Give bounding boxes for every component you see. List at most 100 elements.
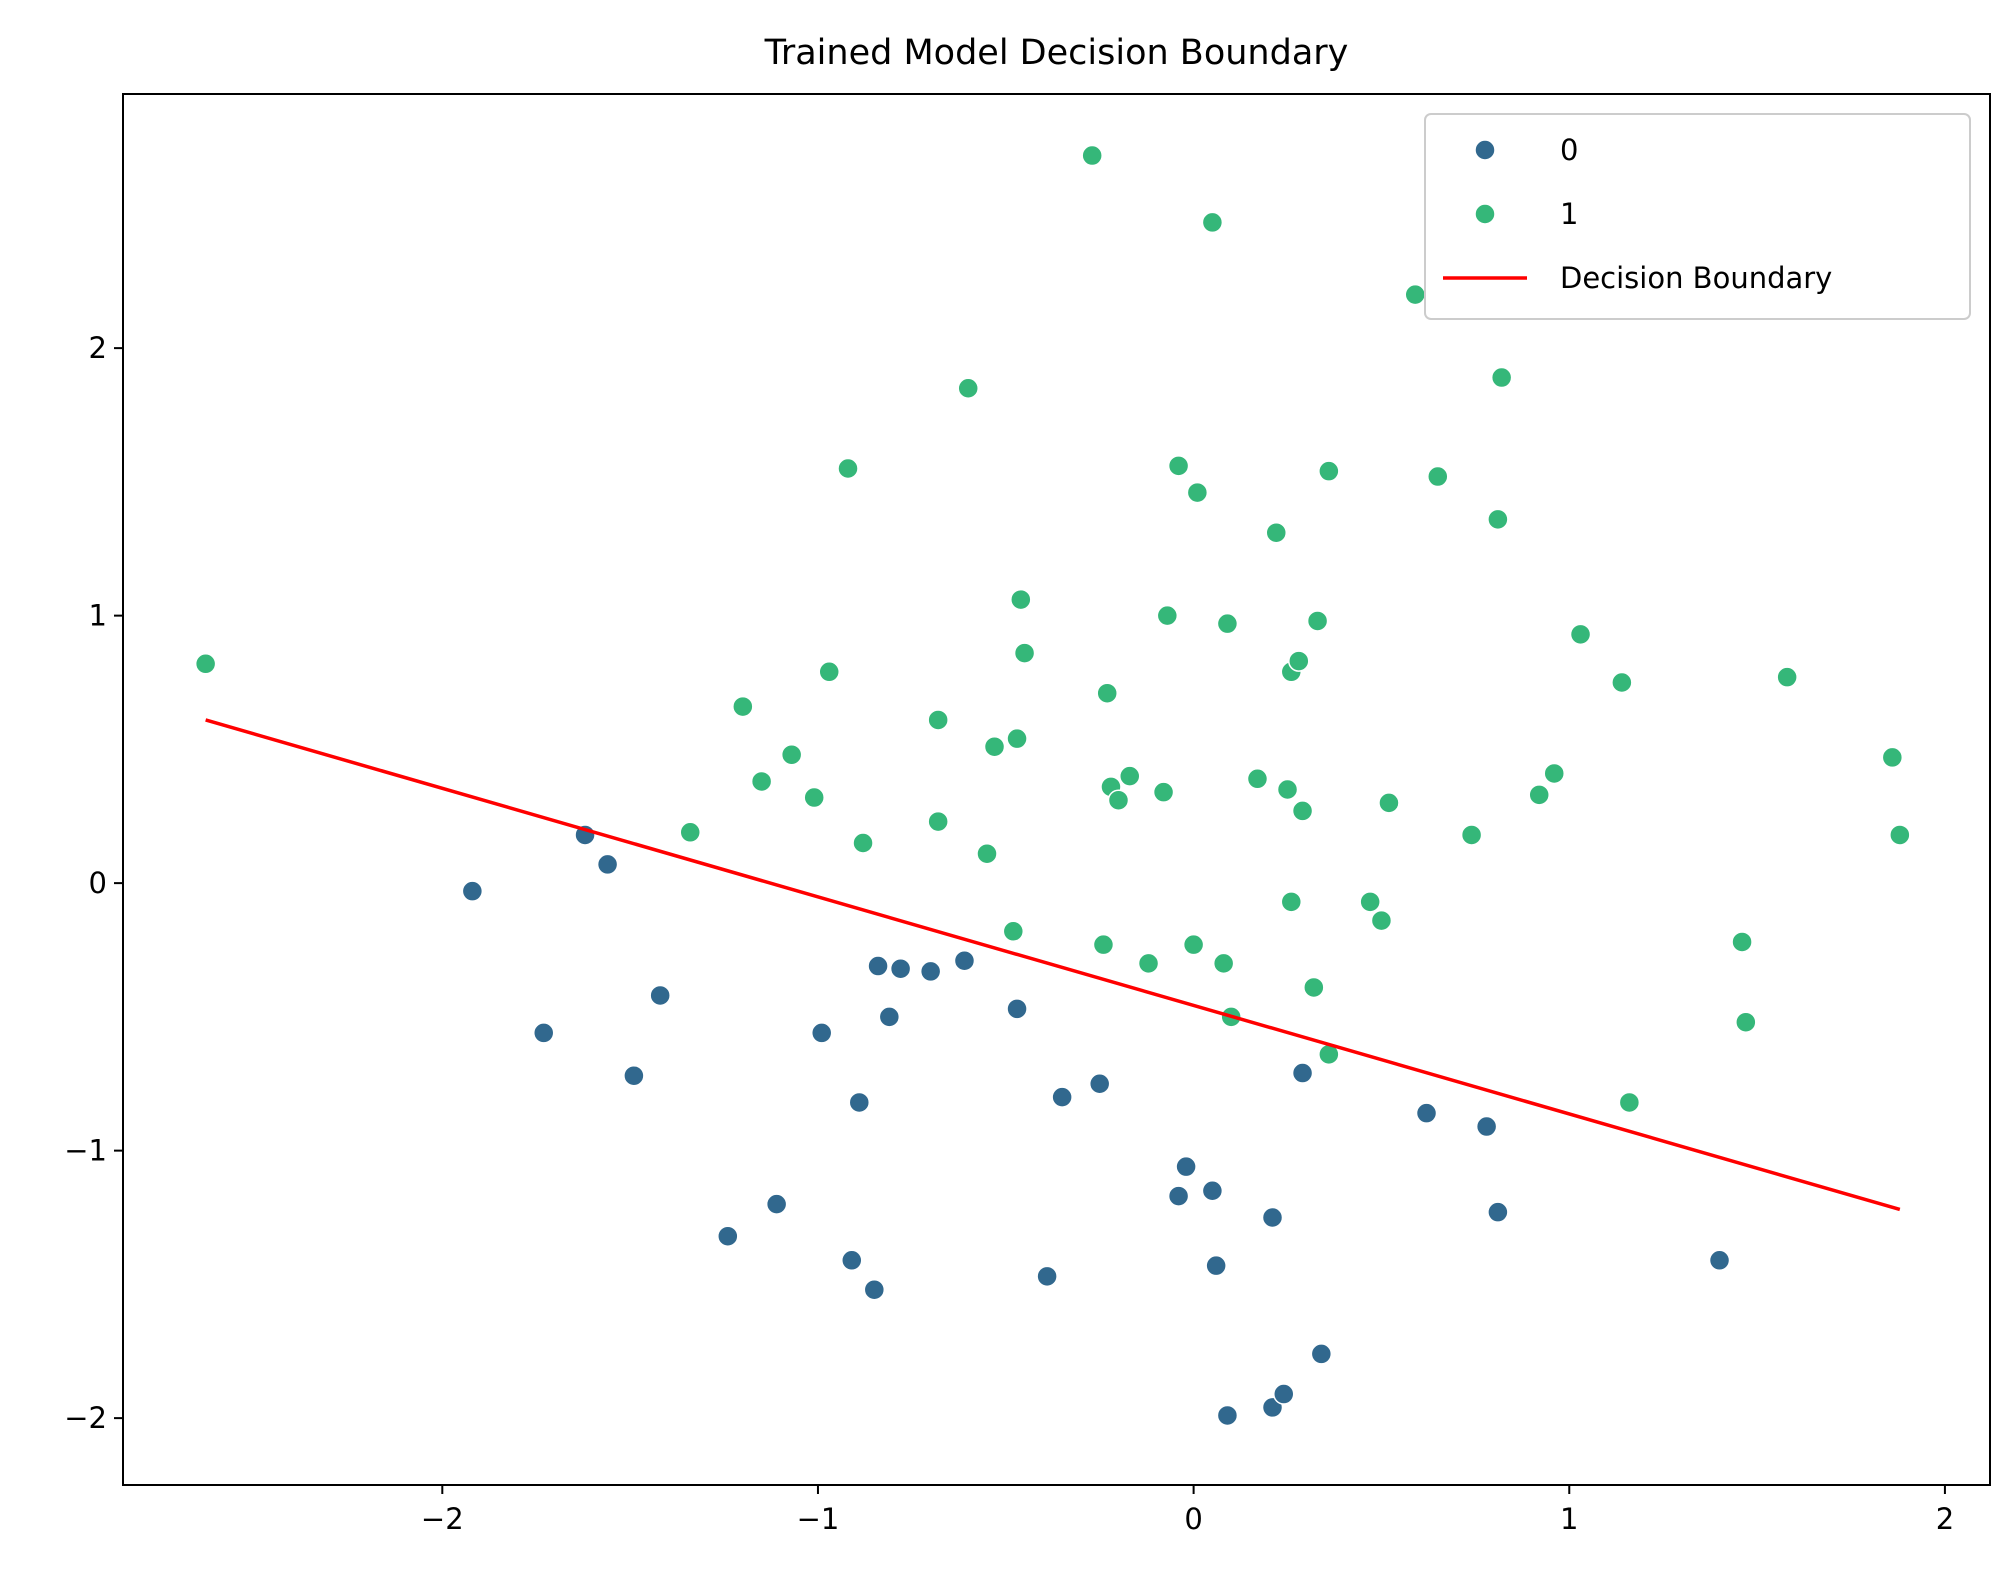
data-point-class-0 [596,853,619,876]
legend-label: 1 [1560,197,1578,231]
data-point-class-1 [1569,623,1592,646]
decision-boundary-line [205,718,1901,1212]
x-axis-ticks: −2 −1 0 1 2 [421,1485,1954,1536]
data-point-class-0 [1167,1185,1190,1207]
data-point-class-1 [1107,789,1130,811]
data-point-class-1 [1306,610,1329,632]
data-point-class-1 [1013,642,1036,664]
data-point-class-0 [649,984,671,1007]
data-point-class-1 [1889,824,1911,846]
data-point-class-0 [461,880,484,902]
data-point-class-0 [919,960,942,983]
data-point-class-1 [750,770,773,793]
data-point-class-0 [1051,1086,1073,1108]
data-point-class-1 [732,695,754,718]
data-point-class-1 [1543,762,1565,785]
x-tick-label: −1 [797,1502,840,1536]
data-point-class-1 [1137,952,1160,975]
x-tick-label: 0 [1184,1502,1202,1536]
data-point-class-1 [1528,784,1550,806]
data-point-class-0 [532,1022,555,1044]
data-point-class-1 [1167,455,1190,477]
data-point-class-1 [1487,508,1509,531]
plot-area [194,144,1911,1427]
data-point-class-0 [878,1006,901,1028]
y-tick-label: 1 [89,599,107,633]
data-point-class-1 [1212,952,1235,975]
data-point-class-1 [1776,666,1798,688]
data-point-class-0 [1273,1383,1295,1405]
data-point-class-0 [1088,1073,1111,1095]
data-point-class-0 [717,1225,739,1247]
data-point-class-1 [194,653,217,675]
data-point-class-1 [927,709,949,731]
data-point-class-1 [1081,144,1103,167]
data-point-class-0 [1415,1102,1438,1124]
data-point-class-1 [1265,521,1288,544]
data-point-class-1 [1092,933,1115,956]
data-point-class-1 [837,457,859,480]
data-point-class-0 [841,1249,863,1272]
data-point-class-1 [1156,604,1179,627]
data-point-class-1 [1370,909,1393,932]
data-point-class-0 [1475,1115,1498,1138]
data-point-class-1 [1618,1091,1641,1114]
data-point-class-1 [1096,682,1118,704]
data-point-class-1 [1404,283,1426,306]
data-point-class-0 [1216,1404,1239,1427]
data-point-class-1 [818,661,840,683]
data-point-class-1 [1460,824,1483,846]
data-point-class-1 [1490,366,1513,389]
data-point-class-1 [1881,746,1904,769]
data-point-class-1 [1427,465,1449,488]
data-point-class-1 [1201,211,1224,234]
data-point-class-0 [1708,1249,1731,1272]
data-point-class-0 [953,949,976,972]
chart-title: Trained Model Decision Boundary [764,33,1349,73]
data-point-class-1 [927,810,949,833]
data-point-class-1 [1731,931,1753,953]
data-point-class-1 [803,786,825,809]
data-point-class-1 [1735,1011,1757,1033]
data-point-class-1 [852,832,874,854]
y-tick-label: −1 [64,1134,107,1168]
data-point-class-1 [1216,612,1239,635]
data-point-class-0 [1175,1155,1197,1178]
data-point-class-1 [1182,933,1205,956]
data-point-class-0 [1310,1343,1333,1365]
data-point-class-0 [863,1278,886,1301]
legend-marker-0 [1474,139,1496,161]
data-point-class-1 [780,743,803,766]
data-point-class-0 [867,955,889,977]
data-point-class-1 [1359,891,1381,913]
data-point-class-0 [1487,1201,1509,1223]
data-point-class-1 [679,821,701,844]
series-1 [194,144,1911,1114]
data-point-class-1 [1303,976,1325,999]
data-point-class-1 [1119,765,1141,787]
data-point-class-0 [810,1022,833,1044]
data-point-class-0 [1205,1254,1227,1277]
y-tick-label: 0 [89,866,107,900]
y-tick-label: −2 [64,1401,107,1435]
legend-box [1424,113,1971,320]
x-tick-label: −2 [421,1502,464,1536]
series-0 [461,824,1731,1427]
legend-marker-1 [1474,203,1496,225]
data-point-class-1 [1611,671,1633,694]
legend-label: Decision Boundary [1560,261,1832,295]
data-point-class-1 [983,735,1006,758]
x-tick-label: 1 [1560,1502,1578,1536]
data-point-class-0 [1201,1180,1224,1202]
data-point-class-0 [889,957,912,980]
data-point-class-0 [1006,998,1028,1020]
data-point-class-1 [1010,588,1032,611]
data-point-class-1 [1291,800,1314,822]
data-point-class-1 [1280,891,1303,913]
legend-label: 0 [1560,133,1578,167]
data-point-class-0 [1261,1206,1284,1229]
data-point-class-0 [623,1064,645,1087]
data-point-class-0 [1291,1062,1314,1084]
